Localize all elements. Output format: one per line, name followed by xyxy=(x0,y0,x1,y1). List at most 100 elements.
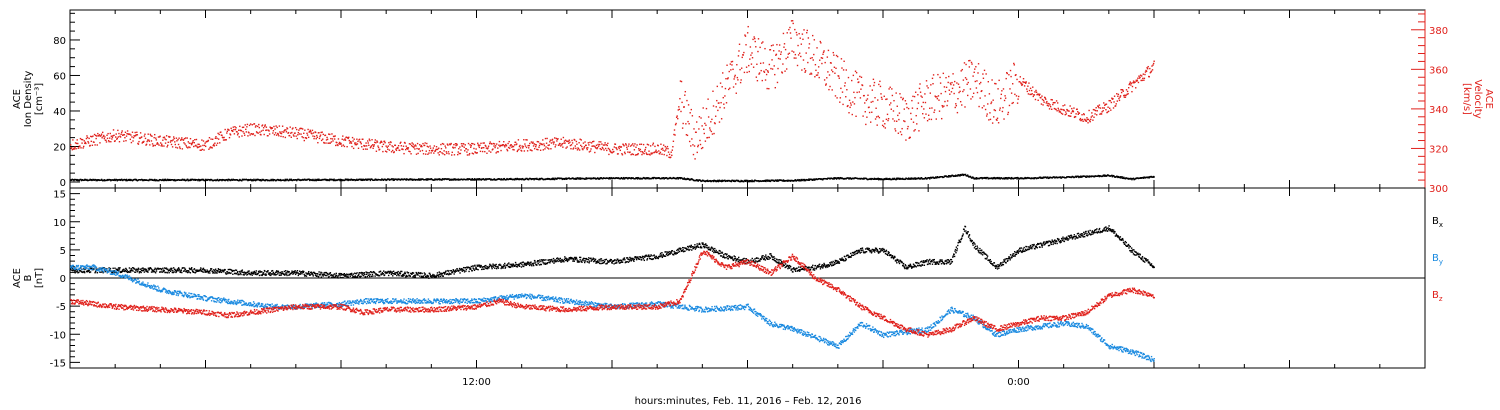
data-point xyxy=(385,272,387,274)
data-point xyxy=(298,178,300,181)
data-point xyxy=(91,267,93,269)
data-point xyxy=(132,137,135,139)
data-point xyxy=(646,177,648,179)
data-point xyxy=(142,267,144,269)
data-point xyxy=(1061,108,1063,111)
data-point xyxy=(168,269,171,272)
data-point xyxy=(1098,174,1100,177)
data-point xyxy=(1022,81,1024,83)
data-point xyxy=(304,274,307,277)
data-point xyxy=(767,179,769,182)
data-point xyxy=(275,179,278,182)
data-point xyxy=(325,271,328,274)
data-point xyxy=(1113,95,1116,97)
data-point xyxy=(125,135,128,137)
data-point xyxy=(1148,177,1150,179)
data-point xyxy=(185,271,188,273)
data-point xyxy=(659,151,662,154)
data-point xyxy=(522,177,524,180)
data-point xyxy=(159,271,162,273)
data-point xyxy=(704,122,706,125)
data-point xyxy=(165,135,168,137)
data-point xyxy=(621,154,624,156)
data-point xyxy=(214,137,217,140)
data-point xyxy=(152,271,154,273)
data-point xyxy=(398,274,400,277)
data-point xyxy=(888,178,890,181)
data-point xyxy=(279,179,281,182)
data-point xyxy=(219,268,221,271)
data-point xyxy=(939,82,942,84)
data-point xyxy=(172,139,174,141)
density-tick-label: 80 xyxy=(53,36,66,47)
data-point xyxy=(954,80,956,83)
data-point xyxy=(985,73,987,75)
data-point xyxy=(1132,177,1135,180)
data-point xyxy=(228,129,230,131)
data-point xyxy=(202,144,204,147)
data-point xyxy=(842,69,845,71)
data-point xyxy=(1029,93,1031,96)
data-point xyxy=(535,178,537,180)
data-point xyxy=(403,152,405,155)
data-point xyxy=(706,136,709,139)
data-point xyxy=(448,178,450,180)
data-point xyxy=(1045,102,1047,104)
data-point xyxy=(344,138,346,140)
data-point xyxy=(565,147,567,149)
data-point xyxy=(209,269,211,272)
data-point xyxy=(832,51,834,54)
data-point xyxy=(314,178,316,181)
data-point xyxy=(672,140,675,143)
data-point xyxy=(746,32,749,34)
data-point xyxy=(900,133,903,136)
data-point xyxy=(302,136,304,139)
data-point xyxy=(162,139,164,141)
data-point xyxy=(1079,176,1081,178)
data-point xyxy=(657,144,659,147)
data-point xyxy=(1002,106,1004,109)
data-point xyxy=(782,180,784,182)
data-point xyxy=(392,272,394,275)
data-point xyxy=(1047,105,1050,107)
data-point xyxy=(136,131,138,134)
data-point xyxy=(717,109,719,112)
data-point xyxy=(236,131,238,133)
data-point xyxy=(260,271,262,273)
b-tick-label: -15 xyxy=(50,358,66,369)
data-point xyxy=(74,142,77,144)
data-point xyxy=(475,178,477,180)
data-point xyxy=(732,180,735,182)
data-point xyxy=(81,138,84,141)
data-point xyxy=(1013,64,1016,66)
data-point xyxy=(472,143,474,145)
data-point xyxy=(774,180,776,182)
data-point xyxy=(1009,69,1012,72)
data-point xyxy=(692,144,694,146)
data-point xyxy=(646,153,648,156)
data-point xyxy=(1105,103,1108,105)
data-point xyxy=(154,272,157,274)
data-point xyxy=(651,153,653,155)
data-point xyxy=(526,150,529,152)
data-point xyxy=(204,269,206,271)
data-point xyxy=(606,144,608,147)
data-point xyxy=(406,275,408,278)
data-point xyxy=(898,118,900,121)
data-point xyxy=(98,134,101,136)
data-point xyxy=(806,32,808,34)
data-point xyxy=(874,118,877,120)
data-point xyxy=(713,122,716,124)
data-point xyxy=(138,268,140,270)
data-point xyxy=(454,146,456,149)
data-point xyxy=(349,273,351,276)
data-point xyxy=(998,109,1001,111)
data-point xyxy=(345,136,348,138)
data-point xyxy=(893,99,895,102)
data-point xyxy=(948,75,950,78)
data-point xyxy=(1119,95,1122,97)
data-point xyxy=(1084,118,1086,121)
data-point xyxy=(484,144,487,147)
data-point xyxy=(246,271,249,273)
